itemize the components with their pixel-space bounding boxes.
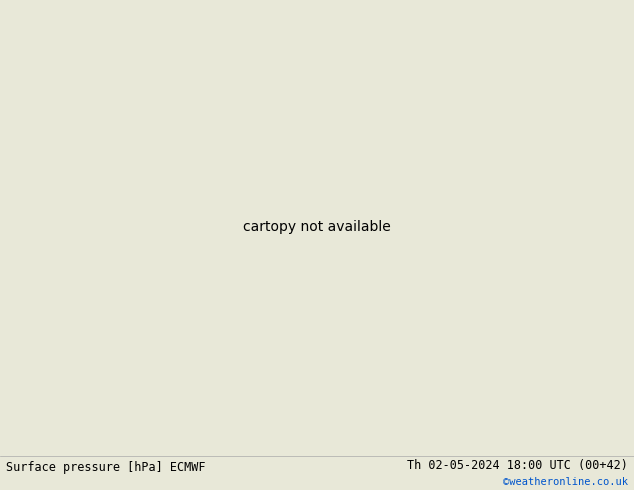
Text: Th 02-05-2024 18:00 UTC (00+42): Th 02-05-2024 18:00 UTC (00+42) <box>407 459 628 471</box>
Text: cartopy not available: cartopy not available <box>243 220 391 234</box>
Text: ©weatheronline.co.uk: ©weatheronline.co.uk <box>503 477 628 487</box>
Text: Surface pressure [hPa] ECMWF: Surface pressure [hPa] ECMWF <box>6 462 206 474</box>
